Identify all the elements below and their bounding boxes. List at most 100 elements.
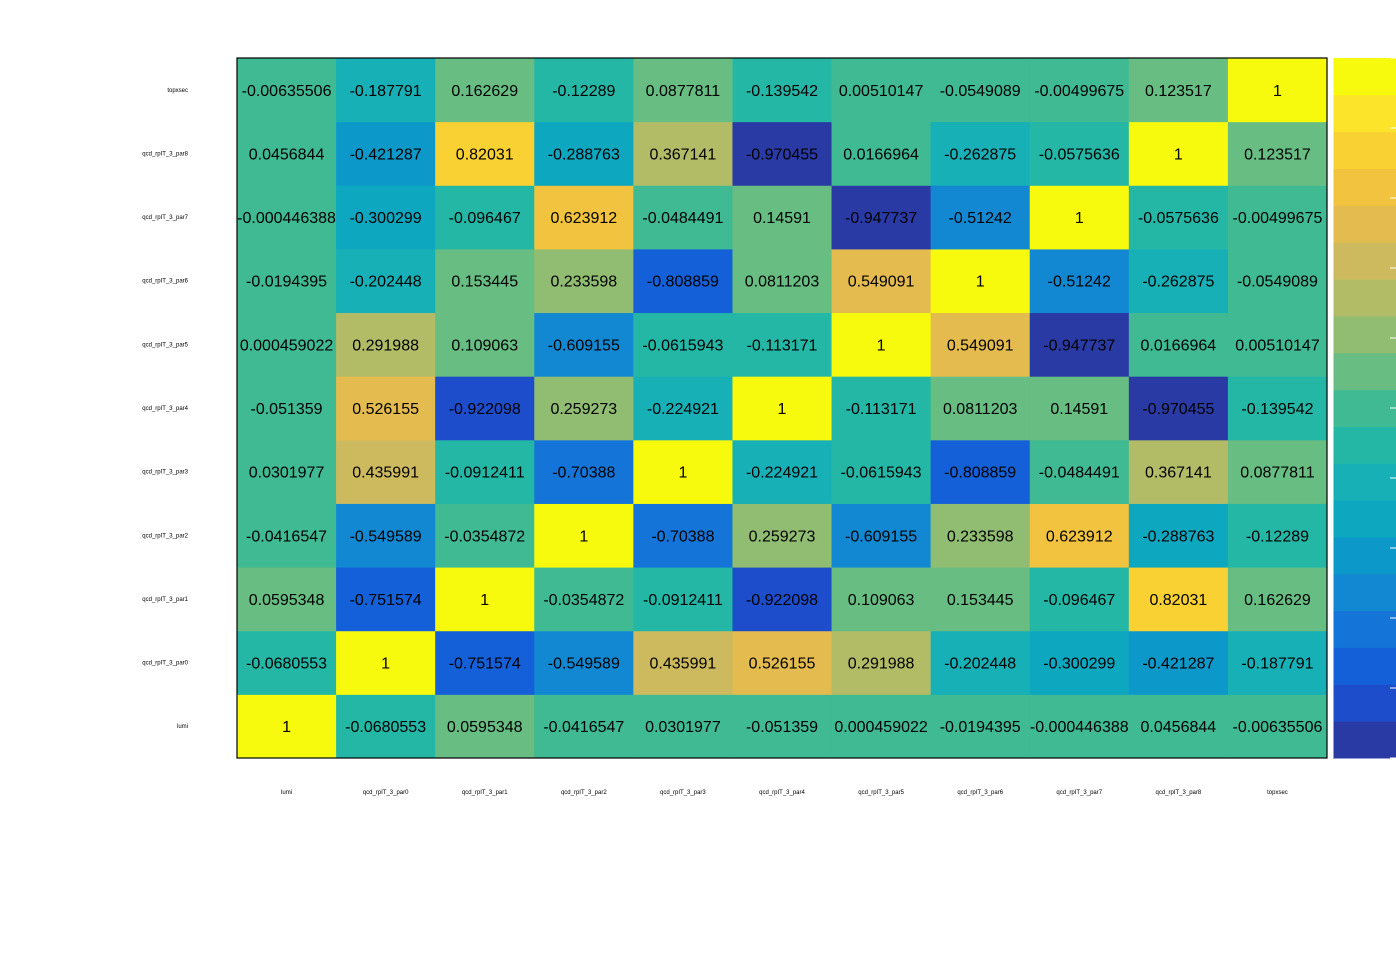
heatmap-cell: [633, 439, 733, 504]
heatmap-cell: [1128, 567, 1229, 632]
heatmap-cell: [633, 58, 733, 123]
cell-value-label: -0.139542: [746, 83, 818, 100]
heatmap-cell: [534, 567, 634, 632]
palette-swatch: [1333, 352, 1396, 391]
cell-value-label: -0.0484491: [642, 210, 723, 227]
cell-value-label: 1: [480, 592, 489, 609]
cell-value-label: 0.0877811: [1240, 465, 1315, 482]
y-tick-label: qcd_rpIT_3_par5: [142, 342, 188, 348]
cell-value-label: -0.751574: [350, 592, 422, 609]
cell-value-label: 1: [1075, 210, 1084, 227]
cell-value-label: 0.0456844: [1141, 719, 1217, 736]
heatmap-cell: [1128, 312, 1229, 377]
palette-swatch: [1333, 536, 1396, 575]
y-tick-label: qcd_rpIT_3_par6: [142, 279, 188, 285]
heatmap-cell: [930, 376, 1031, 441]
cell-value-label: -0.0680553: [246, 656, 327, 673]
heatmap-cell: [534, 503, 634, 568]
heatmap-cell: [1128, 248, 1229, 314]
heatmap-cell: [1029, 185, 1130, 250]
cell-value-label: 0.000459022: [834, 719, 928, 736]
x-tick-label: qcd_rpIT_3_par3: [660, 790, 706, 796]
cell-value-label: -0.113171: [846, 401, 917, 418]
palette-swatch: [1333, 463, 1396, 501]
cell-value-label: -0.288763: [548, 146, 620, 163]
palette-swatch: [1333, 168, 1396, 206]
heatmap-cell: [831, 694, 932, 759]
cell-value-label: -0.0416547: [246, 528, 327, 545]
heatmap-cell: [1128, 185, 1229, 250]
palette-swatch: [1333, 242, 1396, 280]
heatmap-cell: [831, 58, 932, 123]
cell-value-label: 0.623912: [550, 210, 617, 227]
heatmap-cell: [831, 630, 932, 695]
cell-value-label: 0.291988: [848, 656, 915, 673]
cell-value-label: 0.0166964: [1141, 337, 1217, 354]
heatmap-cell: [930, 248, 1031, 314]
cell-value-label: -0.187791: [1241, 656, 1313, 673]
heatmap-cell: [1029, 376, 1130, 441]
heatmap-cell: [237, 312, 337, 377]
heatmap-cell: [336, 58, 436, 123]
cell-value-label: 0.153445: [947, 592, 1014, 609]
heatmap-cell: [831, 376, 932, 441]
heatmap-cell: [831, 121, 932, 186]
cell-value-label: 0.526155: [749, 656, 816, 673]
cell-value-label: -0.051359: [251, 401, 323, 418]
cell-value-label: 1: [877, 337, 886, 354]
cell-value-label: 0.526155: [352, 401, 419, 418]
heatmap-cells: [237, 58, 1328, 759]
heatmap-cell: [435, 185, 535, 250]
heatmap-cell: [1128, 121, 1229, 186]
heatmap-cell: [1128, 439, 1229, 504]
heatmap-cell: [435, 439, 535, 504]
cell-value-label: -0.051359: [746, 719, 818, 736]
heatmap-cell: [732, 312, 833, 377]
x-tick-label: qcd_rpIT_3_par1: [462, 790, 508, 796]
cell-value-label: 0.0877811: [646, 83, 721, 100]
heatmap-cell: [435, 503, 535, 568]
heatmap-cell: [1029, 439, 1130, 504]
heatmap-cell: [1029, 312, 1130, 377]
cell-value-label: -0.12289: [552, 83, 615, 100]
cell-value-label: -0.922098: [449, 401, 521, 418]
x-tick-label: qcd_rpIT_3_par4: [759, 790, 805, 796]
heatmap-cell: [732, 567, 833, 632]
palette-swatch: [1333, 573, 1396, 612]
cell-value-label: -0.0615943: [841, 465, 922, 482]
cell-value-label: -0.808859: [944, 465, 1016, 482]
cell-value-label: 0.291988: [352, 337, 419, 354]
heatmap-cell: [732, 376, 833, 441]
heatmap-cell: [831, 567, 932, 632]
cell-value-label: -0.224921: [746, 465, 818, 482]
palette-swatch: [1333, 205, 1396, 243]
cell-value-label: -0.947737: [1043, 337, 1115, 354]
heatmap-cell: [1227, 312, 1328, 377]
heatmap-cell: [1227, 58, 1328, 123]
heatmap-cell: [1227, 503, 1328, 568]
cell-value-label: -0.300299: [350, 210, 422, 227]
cell-value-label: 1: [678, 465, 687, 482]
heatmap-cell: [732, 58, 833, 123]
heatmap-cell: [831, 185, 932, 250]
cell-value-label: -0.288763: [1142, 528, 1214, 545]
heatmap-cell: [336, 248, 436, 314]
cell-value-label: 1: [976, 274, 985, 291]
cell-value-label: -0.0680553: [345, 719, 426, 736]
heatmap-cell: [1227, 248, 1328, 314]
cell-value-label: 0.0456844: [249, 146, 325, 163]
y-tick-label: qcd_rpIT_3_par0: [142, 661, 188, 667]
cell-value-label: 0.259273: [749, 528, 816, 545]
cell-value-label: -0.922098: [746, 592, 818, 609]
heatmap-cell: [534, 312, 634, 377]
heatmap-cell: [1029, 694, 1130, 759]
x-tick-label: topxsec: [1267, 790, 1288, 796]
heatmap-cell: [930, 439, 1031, 504]
cell-value-label: -0.0416547: [543, 719, 624, 736]
cell-value-label: 0.367141: [1145, 465, 1212, 482]
heatmap-cell: [336, 376, 436, 441]
cell-value-label: -0.0575636: [1138, 210, 1219, 227]
heatmap-cell: [930, 630, 1031, 695]
cell-value-label: -0.202448: [350, 274, 422, 291]
